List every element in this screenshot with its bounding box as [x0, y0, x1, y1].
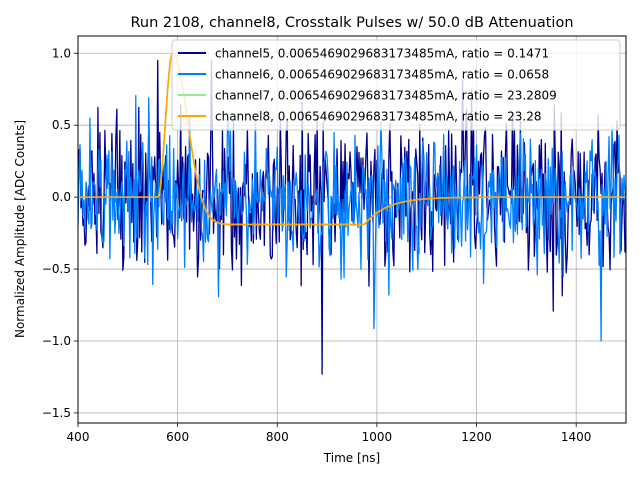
x-tick-label: 600 [166, 430, 189, 444]
axis-ticks: 400 600 800 1000 1200 1400 −1.5 −1.0 −0.5 0.0 0.5 1… [42, 46, 592, 444]
series-line-channel8 [78, 52, 626, 226]
series-line-channel6 [78, 95, 626, 342]
legend: channel5, 0.0065469029683173485mA, ratio… [171, 39, 621, 131]
plot-frame [77, 35, 627, 424]
legend-label: channel8, 0.0065469029683173485mA, ratio… [215, 110, 542, 124]
y-tick-label: 0.5 [52, 118, 71, 132]
y-axis-label: Normalized Amplitude [ADC Counts] [13, 120, 27, 338]
x-tick-label: 400 [67, 430, 90, 444]
legend-label: channel6, 0.0065469029683173485mA, ratio… [215, 68, 549, 82]
y-tick-label: 0.0 [52, 190, 71, 204]
x-tick-label: 1400 [561, 430, 592, 444]
legend-label: channel7, 0.0065469029683173485mA, ratio… [215, 89, 557, 103]
x-tick-label: 1000 [362, 430, 393, 444]
x-tick-label: 800 [266, 430, 289, 444]
legend-box [171, 39, 621, 131]
y-tick-label: −1.5 [42, 406, 71, 420]
x-tick-label: 1200 [461, 430, 492, 444]
y-tick-label: 1.0 [52, 46, 71, 60]
chart-title: Run 2108, channel8, Crosstalk Pulses w/ … [130, 15, 573, 31]
y-tick-label: −0.5 [42, 262, 71, 276]
legend-label: channel5, 0.0065469029683173485mA, ratio… [215, 47, 549, 61]
series-layer [78, 52, 626, 375]
x-axis-label: Time [ns] [323, 451, 380, 465]
y-tick-label: −1.0 [42, 334, 71, 348]
